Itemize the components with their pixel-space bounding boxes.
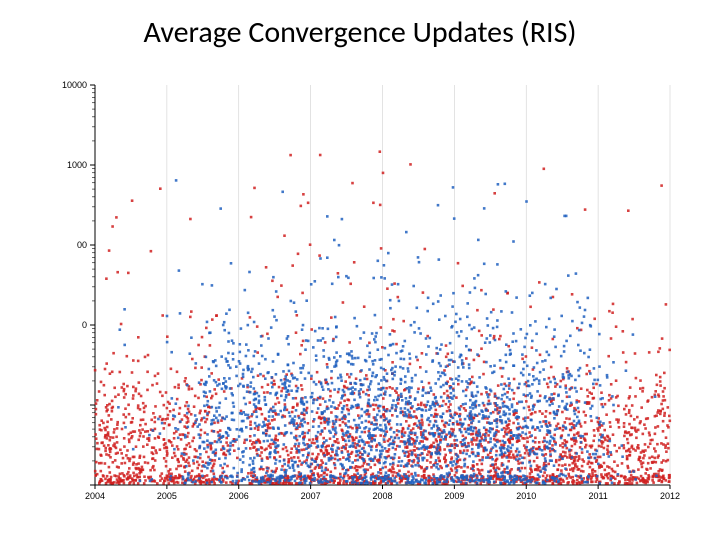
svg-text:2005: 2005 <box>157 491 177 501</box>
svg-text:1000: 1000 <box>67 160 87 170</box>
svg-text:2007: 2007 <box>301 491 321 501</box>
svg-text:10000: 10000 <box>62 80 87 90</box>
svg-text:00: 00 <box>77 240 87 250</box>
svg-text:0: 0 <box>82 320 87 330</box>
slide: Average Convergence Updates (RIS) 000100… <box>0 0 720 540</box>
svg-text:2010: 2010 <box>516 491 536 501</box>
svg-text:2008: 2008 <box>372 491 392 501</box>
page-title: Average Convergence Updates (RIS) <box>0 14 720 51</box>
svg-text:2006: 2006 <box>229 491 249 501</box>
scatter-chart: 0001000100002004200520062007200820092010… <box>40 80 680 510</box>
svg-text:2004: 2004 <box>85 491 105 501</box>
chart-svg: 0001000100002004200520062007200820092010… <box>40 80 680 510</box>
svg-text:2012: 2012 <box>660 491 680 501</box>
svg-text:2011: 2011 <box>588 491 607 501</box>
svg-text:2009: 2009 <box>444 491 464 501</box>
